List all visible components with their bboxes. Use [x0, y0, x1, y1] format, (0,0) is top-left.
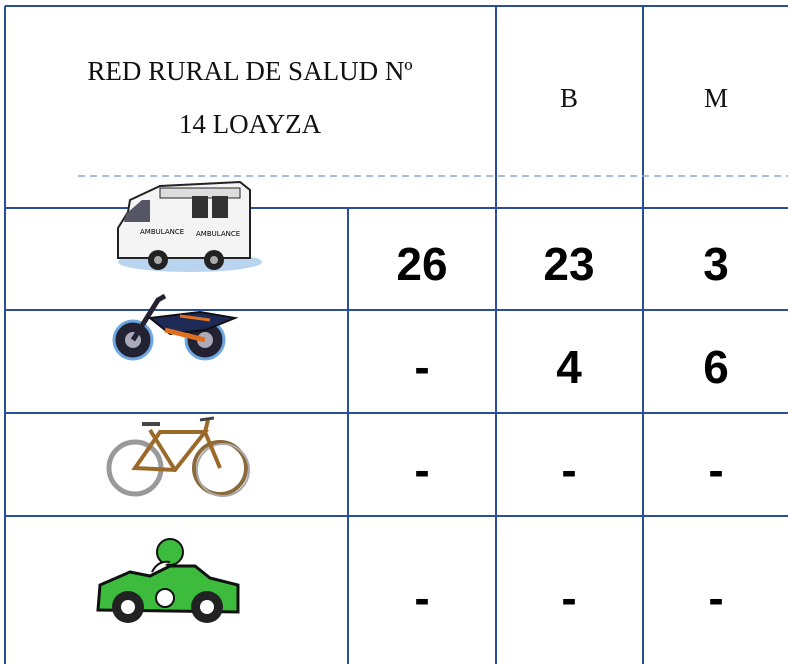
column-header: M	[704, 83, 728, 113]
table-cell: -	[561, 572, 576, 624]
table-grid	[4, 5, 788, 664]
table-cell: 23	[543, 238, 594, 290]
table-cell: 3	[703, 238, 729, 290]
table-cell: -	[414, 572, 429, 624]
header-title: RED RURAL DE SALUD Nº	[87, 56, 412, 86]
table-cell: -	[708, 572, 723, 624]
column-header: B	[560, 83, 578, 113]
header-title: 14 LOAYZA	[179, 109, 322, 139]
table-cell: -	[561, 444, 576, 496]
svg-text:AMBULANCE: AMBULANCE	[140, 228, 184, 236]
race-car-icon	[96, 538, 240, 623]
ambulance-icon: AMBULANCE AMBULANCE	[117, 180, 262, 272]
svg-text:AMBULANCE: AMBULANCE	[196, 230, 240, 238]
bicycle-icon	[106, 416, 250, 497]
table-cell: 4	[556, 341, 582, 393]
value-cells: 26 23 3 - 4 6 - - - - - -	[396, 238, 728, 624]
table-cell: 26	[396, 238, 447, 290]
table-cell: -	[414, 341, 429, 393]
table-cell: 6	[703, 341, 729, 393]
table-cell: -	[708, 444, 723, 496]
motorcycle-icon	[112, 293, 239, 361]
table-cell: -	[414, 444, 429, 496]
